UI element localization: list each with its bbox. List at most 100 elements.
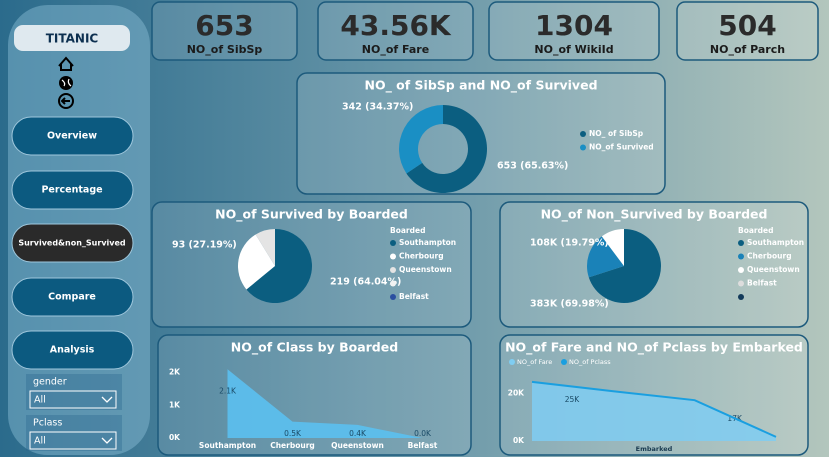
x-axis-label: Embarked [636, 445, 673, 453]
data-label: 342 (34.37%) [342, 102, 413, 113]
chart-title: NO_of Fare and NO_of Pclass by Embarked [505, 340, 803, 356]
data-label: 653 (65.63%) [497, 161, 568, 172]
globe-icon[interactable] [59, 76, 73, 90]
kpi-value: 1304 [535, 9, 613, 42]
x-tick-label: Queenstown [331, 441, 384, 450]
legend-label[interactable]: NO_of Fare [517, 358, 552, 366]
y-tick-label: 2K [169, 368, 181, 377]
line [531, 380, 777, 438]
data-label: 25K [565, 395, 581, 404]
slicer-panel [26, 415, 122, 451]
data-label: 2.1K [219, 386, 237, 395]
data-label: 0.4K [349, 429, 367, 438]
chart-title: NO_of Class by Boarded [231, 340, 398, 356]
legend-marker[interactable] [390, 240, 396, 246]
kpi-card [151, 1, 298, 61]
data-label: 383K (69.98%) [530, 299, 609, 310]
legend-label[interactable]: Southampton [747, 238, 804, 247]
legend-label[interactable]: NO_of Survived [589, 143, 654, 152]
legend-marker[interactable] [561, 359, 567, 365]
nav-button[interactable] [11, 170, 134, 210]
legend-label[interactable]: NO_ of SibSp [589, 129, 644, 138]
kpi-value: 43.56K [340, 9, 452, 42]
app-title: TITANIC [46, 32, 99, 46]
slicer-value[interactable]: All [34, 395, 46, 406]
kpi-label: NO_of Fare [362, 43, 429, 56]
pie-slice[interactable] [255, 229, 275, 266]
nav-button[interactable] [11, 116, 134, 156]
data-label: 0.5K [284, 429, 302, 438]
legend-label[interactable]: Queenstown [747, 265, 800, 274]
pie-slice[interactable] [237, 234, 275, 290]
dropdown-arrow[interactable] [101, 396, 113, 403]
slicer-label: gender [33, 377, 67, 388]
nav-button[interactable] [11, 223, 134, 263]
legend-marker[interactable] [390, 253, 396, 260]
nav-button-label[interactable]: Analysis [50, 345, 95, 356]
legend-label[interactable]: Belfast [399, 292, 429, 301]
nav-button[interactable] [11, 277, 134, 317]
pie-slice[interactable] [588, 229, 661, 303]
data-label: 219 (64.04%) [330, 277, 401, 288]
home-icon[interactable] [58, 56, 74, 71]
legend-marker[interactable] [738, 240, 744, 246]
kpi-card [676, 1, 819, 61]
slicer-dropdown[interactable] [29, 431, 117, 450]
legend-label[interactable]: NO_of Pclass [569, 358, 611, 366]
nav-button[interactable] [11, 330, 134, 370]
nav-button-label[interactable]: Compare [48, 292, 96, 303]
legend-title: Boarded [738, 226, 773, 235]
nav-button-label[interactable]: Survived&non_Survived [18, 239, 126, 248]
legend-label[interactable]: Cherbourg [747, 252, 792, 261]
legend-label[interactable]: Queenstown [399, 265, 452, 274]
legend-marker[interactable] [390, 294, 396, 300]
kpi-label: NO_of WikiId [534, 43, 613, 56]
nav-button-label[interactable]: Percentage [41, 185, 102, 196]
x-tick-label: Cherbourg [270, 441, 315, 450]
pie-slice[interactable] [246, 229, 312, 303]
y-tick-label: 20K [508, 389, 525, 398]
back-icon[interactable] [58, 93, 74, 109]
legend-marker[interactable] [580, 144, 586, 151]
area [227, 369, 423, 438]
pie-slice[interactable] [587, 236, 624, 278]
slicer-value[interactable]: All [34, 436, 46, 447]
y-tick-label: 0K [513, 436, 525, 445]
legend-marker[interactable] [390, 280, 396, 287]
chart-title: NO_ of SibSp and NO_of Survived [364, 78, 597, 94]
legend-marker[interactable] [509, 359, 515, 365]
kpi-card [317, 1, 474, 61]
legend-marker[interactable] [738, 294, 744, 300]
pie-slice[interactable] [406, 105, 488, 193]
nav-button-label[interactable]: Overview [47, 131, 97, 142]
legend-marker[interactable] [738, 267, 744, 273]
legend-marker[interactable] [738, 280, 744, 287]
slicer-dropdown[interactable] [29, 390, 117, 409]
dropdown-arrow[interactable] [101, 437, 113, 444]
x-tick-label: Southampton [199, 441, 256, 450]
legend-label[interactable]: Belfast [747, 279, 777, 288]
area [532, 381, 776, 441]
legend-marker[interactable] [738, 253, 744, 260]
legend-title: Boarded [390, 226, 425, 235]
data-label: 93 (27.19%) [172, 240, 237, 251]
data-label: 108K (19.79%) [530, 238, 609, 249]
legend-label[interactable]: Cherbourg [399, 252, 444, 261]
pie-slice[interactable] [601, 229, 624, 266]
legend-marker[interactable] [390, 267, 396, 273]
slicer-panel [26, 374, 122, 410]
title-box [14, 25, 130, 51]
kpi-value: 653 [195, 9, 253, 42]
kpi-label: NO_of SibSp [187, 43, 263, 56]
legend-marker[interactable] [580, 131, 586, 137]
chart-title: NO_of Non_Survived by Boarded [541, 207, 768, 223]
y-tick-label: 1K [169, 400, 181, 409]
kpi-card [488, 1, 660, 61]
pie-slice[interactable] [399, 105, 443, 174]
slicer-label: Pclass [33, 418, 62, 429]
kpi-value: 504 [718, 9, 776, 42]
legend-label[interactable]: Southampton [399, 238, 456, 247]
